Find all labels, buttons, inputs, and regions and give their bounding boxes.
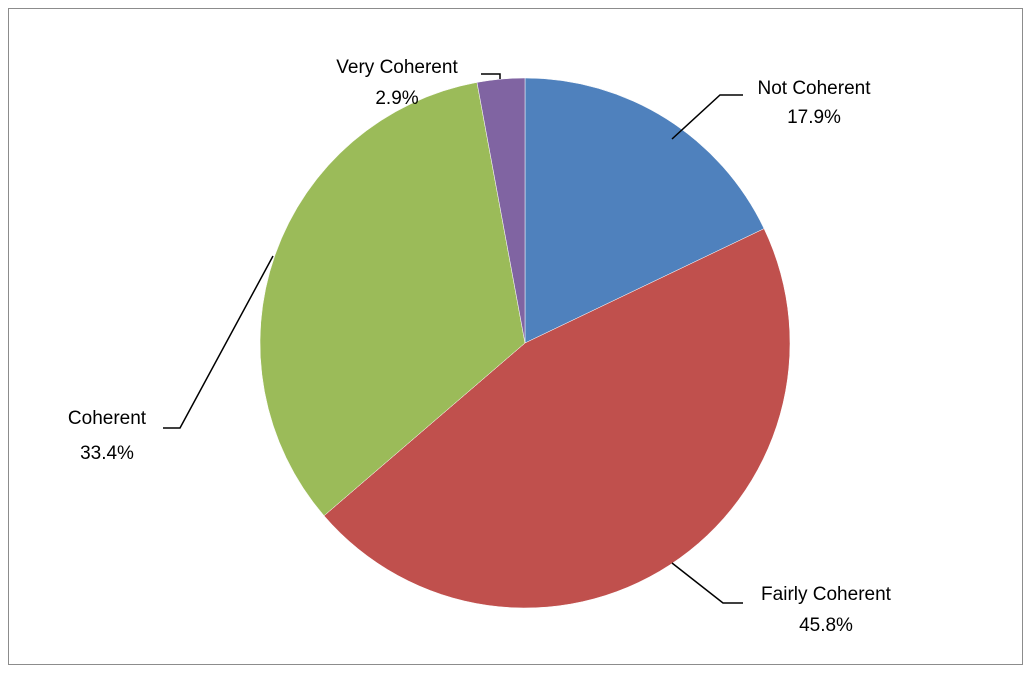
slice-label-name: Very Coherent xyxy=(336,57,458,78)
pie-slice-not-coherent xyxy=(524,77,765,344)
slice-label-percent: 17.9% xyxy=(787,107,841,128)
leader-line-coherent xyxy=(163,255,274,429)
leader-line-not-coherent xyxy=(671,94,743,140)
pie-slice-fairly-coherent xyxy=(323,228,791,609)
leader-line-fairly-coherent xyxy=(671,562,743,604)
leader-lines xyxy=(163,73,743,604)
pie-slices xyxy=(259,77,791,609)
slice-label-name: Fairly Coherent xyxy=(761,584,892,605)
slice-label-percent: 45.8% xyxy=(799,615,853,636)
pie-slice-very-coherent xyxy=(476,77,526,344)
slice-label-percent: 33.4% xyxy=(80,443,134,464)
leader-line-very-coherent xyxy=(481,73,501,79)
pie-slice-coherent xyxy=(259,82,526,517)
slice-label-name: Not Coherent xyxy=(757,78,871,99)
slice-label-percent: 2.9% xyxy=(375,88,418,109)
slice-labels: Not Coherent 17.9% Fairly Coherent 45.8% Coh… xyxy=(68,57,892,636)
slice-label-name: Coherent xyxy=(68,408,147,429)
